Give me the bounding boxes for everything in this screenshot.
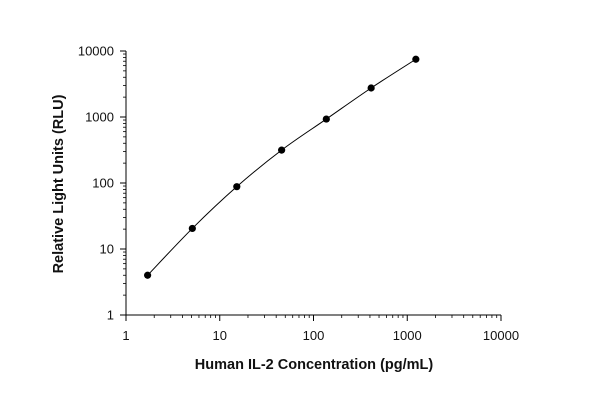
y-tick-label: 100 [92,176,114,191]
y-axis-ticks: 1 10 100 1000 10000 [78,44,126,323]
y-tick-label: 1000 [85,110,114,125]
fit-curve [147,58,417,276]
data-point [278,146,286,154]
data-point [188,224,196,233]
y-axis-title: Relative Light Units (RLU) [51,94,67,273]
data-point [144,271,152,279]
x-tick-label: 1000 [393,328,422,343]
data-point [322,115,330,123]
y-tick-label: 1 [107,308,114,323]
x-tick-label: 10000 [483,328,519,343]
x-tick-label: 10 [213,328,227,343]
data-point [233,183,241,191]
y-tick-label: 10 [100,242,114,257]
data-points [144,55,420,279]
y-tick-label: 10000 [78,44,114,59]
axes [125,51,501,316]
x-tick-label: 1 [122,328,129,343]
x-axis-title: Human IL-2 Concentration (pg/mL) [195,357,434,373]
data-point [367,84,375,92]
x-tick-label: 100 [303,328,325,343]
data-point [412,55,420,63]
x-axis-ticks: 1 10 100 1000 10000 [122,315,519,343]
